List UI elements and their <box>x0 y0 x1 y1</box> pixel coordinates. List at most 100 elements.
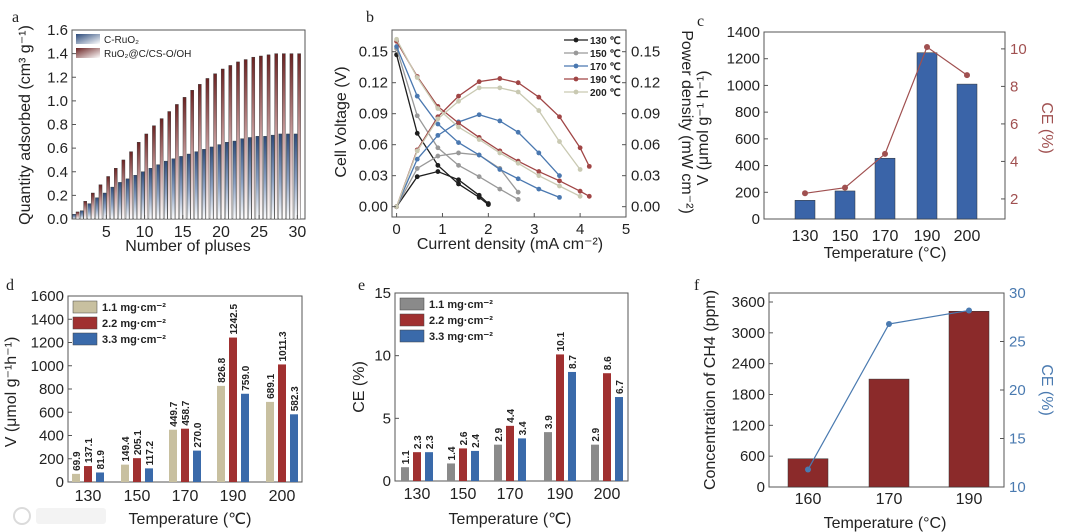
panel-c-ce-point <box>882 150 888 157</box>
bar-c-ruo2 <box>194 151 199 220</box>
bar-c-ruo2 <box>217 144 221 220</box>
panel-e-bar-value-label: 2.9 <box>591 427 602 441</box>
panel-b-left-tick-label: 0.00 <box>359 199 388 216</box>
panel-f-left-tick-label: 2400 <box>732 356 765 373</box>
panel-c-left-tick-label: 600 <box>735 131 760 148</box>
panel-b-y-axis-title: Cell Voltage (V) <box>333 66 350 177</box>
series-power-point <box>435 169 441 174</box>
bar-c-ruo2 <box>133 175 137 220</box>
panel-e-y-axis-title: CE (%) <box>351 361 368 413</box>
watermark-logo-ring <box>13 507 31 525</box>
panel-d-bar-value-label: 826.8 <box>217 357 228 382</box>
panel-c-x-axis-title: Temperature (°C) <box>824 245 947 262</box>
panel-d-bar <box>217 385 225 482</box>
bar-ruo2-c-cs <box>259 55 263 220</box>
panel-c-left-tick-label: 1000 <box>727 77 760 94</box>
panel-b-left-tick-label: 0.09 <box>359 106 388 123</box>
panel-e-bar <box>494 444 502 481</box>
legend-swatch <box>399 313 425 327</box>
series-voltage-point <box>536 169 542 174</box>
bar-c-ruo2 <box>293 133 298 220</box>
series-voltage-point <box>536 173 542 179</box>
bar-c-ruo2 <box>209 146 214 220</box>
panel-e-x-tick-label: 150 <box>450 486 477 503</box>
panel-d-bar-value-label: 689.1 <box>266 373 277 398</box>
bar-c-ruo2 <box>87 203 92 220</box>
series-voltage-point <box>536 186 542 192</box>
panel-f-left-tick-label: 1800 <box>732 386 765 403</box>
bar-ruo2-c-cs <box>159 118 164 220</box>
series-voltage-point <box>476 174 482 180</box>
panel-c-right-tick-label: 8 <box>1010 78 1018 95</box>
series-power-point <box>414 166 420 171</box>
panel-d-bar-value-label: 69.9 <box>72 451 83 471</box>
panel-c-left-tick-label: 200 <box>735 184 760 201</box>
panel-f-left-tick-label: 0 <box>757 479 765 496</box>
bar-ruo2-c-cs <box>190 90 194 220</box>
panel-b-left-tick-label: 0.06 <box>359 137 388 154</box>
bar-ruo2-c-cs <box>91 192 95 220</box>
panel-e-bar <box>615 397 623 481</box>
panel-e-bar <box>413 452 421 481</box>
panel-d-letter: d <box>6 277 14 294</box>
legend-label: 170 ℃ <box>590 62 621 73</box>
panel-f-left-tick-label: 3000 <box>732 325 765 342</box>
bar-ruo2-c-cs <box>106 176 110 220</box>
panel-c-bar <box>794 200 816 220</box>
panel-e-bar <box>603 373 611 481</box>
panel-c-x-tick-label: 190 <box>914 228 941 245</box>
panel-e-bar-value-label: 2.3 <box>413 435 424 449</box>
panel-c-ce-point <box>924 44 930 51</box>
bar-ruo2-c-cs <box>129 151 133 220</box>
panel-b-x-tick-label: 2 <box>484 221 492 238</box>
panel-d-bar <box>229 337 237 482</box>
bar-c-ruo2 <box>102 192 107 220</box>
panel-b-x-tick-label: 0 <box>392 221 400 238</box>
bar-ruo2-c-cs <box>175 104 179 220</box>
legend-label: 3.3 mg·cm⁻² <box>102 334 166 346</box>
panel-e-bar <box>401 467 409 481</box>
panel-b-frame <box>391 29 627 218</box>
panel-d-bar-value-label: 137.1 <box>84 438 95 463</box>
panel-a-left-tick-label: 1.0 <box>47 93 68 110</box>
panel-d-bar-value-label: 117.2 <box>145 440 156 465</box>
panel-d-x-tick-label: 190 <box>220 488 247 505</box>
series-power-point <box>456 177 461 183</box>
panel-a-y-axis-title: Quantity adsorbed (cm³ g⁻¹) <box>17 25 34 225</box>
panel-b-right-tick-label: 0.00 <box>631 199 660 216</box>
panel-d-bar <box>266 401 274 482</box>
panel-c-right-tick-label: 2 <box>1010 191 1018 208</box>
legend-marker <box>573 89 579 95</box>
panel-c-left-tick-label: 1400 <box>727 24 760 41</box>
panel-a-left-tick-label: 0.6 <box>47 140 68 157</box>
panel-e-bar-value-label: 4.4 <box>506 409 517 423</box>
series-power-point <box>456 98 461 104</box>
panel-b-x-tick-label: 4 <box>576 221 584 238</box>
panel-a-left-tick-label: 1.4 <box>47 46 68 63</box>
panel-c-x-tick-label: 130 <box>792 228 819 245</box>
panel-b-letter: b <box>366 9 374 26</box>
panel-d-bar <box>290 414 298 482</box>
panel-f-right-tick-label: 10 <box>1009 479 1026 496</box>
series-voltage-point <box>414 113 420 119</box>
legend-label: 190 ℃ <box>590 75 621 86</box>
panel-d-bar-value-label: 1242.5 <box>229 304 240 335</box>
panel-c-left-tick-label: 1200 <box>727 51 760 68</box>
panel-d-bar <box>145 468 153 482</box>
panel-b-right-tick-label: 0.12 <box>631 75 660 92</box>
bar-ruo2-c-cs <box>297 53 301 220</box>
panel-d-left-tick-label: 1000 <box>31 358 64 375</box>
panel-e-bar <box>425 452 433 481</box>
series-power-point <box>414 174 420 180</box>
panel-a-x-tick-label: 15 <box>174 224 192 241</box>
series-power-point <box>476 79 482 85</box>
panel-c-ce-point <box>842 184 848 191</box>
legend-label: RuO₂@C/CS-O/OH <box>104 49 191 60</box>
series-voltage-point <box>577 193 583 199</box>
bar-c-ruo2 <box>118 182 122 220</box>
bar-c-ruo2 <box>263 136 267 220</box>
series-voltage-point <box>456 120 461 126</box>
series-power-point <box>476 192 482 198</box>
bar-ruo2-c-cs <box>114 168 118 220</box>
panel-e-left-tick-label: 0 <box>383 473 391 490</box>
